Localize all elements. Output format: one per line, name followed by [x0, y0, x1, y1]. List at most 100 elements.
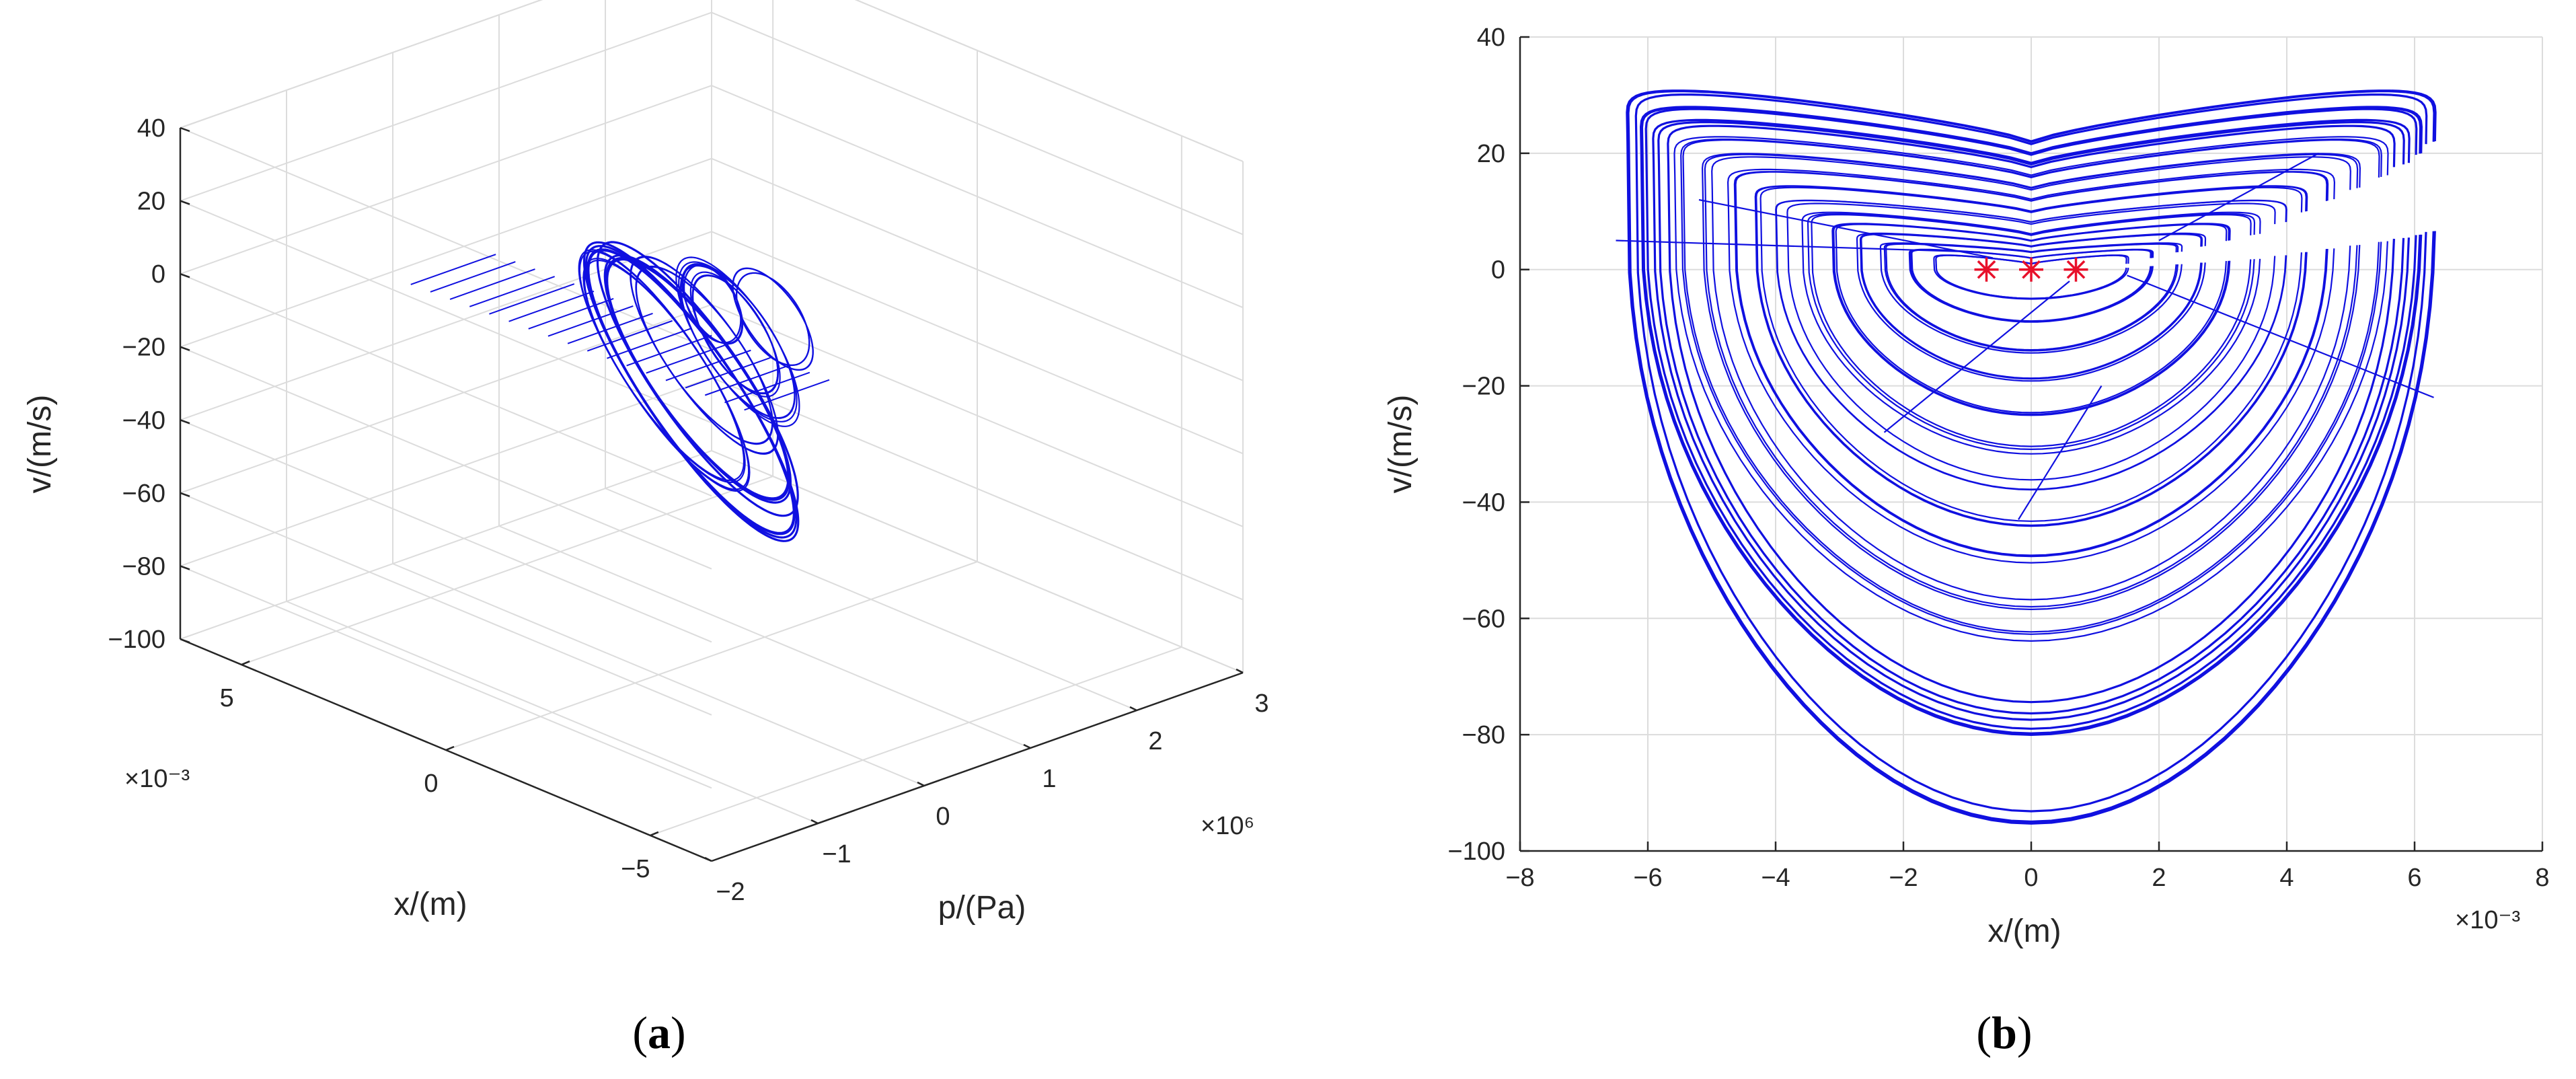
panel-a-grid-p [605, 0, 1137, 711]
panel-a-3d-plot: 40 20 0 −20 −40 −60 −80 −100 5 0 −5 −2 −1 0 1 2 3 v/(m… [22, 0, 1269, 926]
panel-b-xtick-label: 2 [2152, 864, 2166, 892]
panel-a-ztick-label: 0 [151, 260, 165, 289]
panel-b-orbit-loop [1711, 156, 2351, 601]
panel-b-equilibrium-marker [1977, 260, 1996, 279]
panel-a-grid-p [180, 128, 712, 862]
panel-a-transient-segment [528, 298, 614, 330]
panel-a-grid-z-back [180, 377, 712, 567]
panel-a-ztick-mark [180, 272, 190, 278]
panel-b-transient-segment [2158, 152, 2320, 241]
panel-a-orbit-loop [606, 258, 790, 500]
panel-b-xtick-label: 4 [2279, 864, 2294, 892]
panel-a-orbit-loop [683, 264, 742, 344]
panel-a-transient-segment [469, 276, 555, 307]
panel-a-p-axis [711, 671, 1244, 862]
panel-a-transient-segment [607, 327, 693, 359]
panel-b-equilibrium-marker [2022, 260, 2041, 279]
panel-a-ztick-label: −80 [122, 552, 165, 581]
panel-a-ptick-mark [1236, 668, 1244, 674]
panel-a-ztick-label: 40 [137, 114, 165, 143]
panel-b-transient-segment [1883, 281, 2070, 433]
panel-b-transient-segment [1616, 239, 1981, 253]
panel-a-grid-p [392, 52, 925, 786]
panel-a-transient-segment [489, 283, 575, 315]
panel-b-orbit-loop [1831, 223, 2231, 416]
panel-b-xtick-label: 6 [2407, 864, 2421, 892]
panel-a-grid-z-left [180, 273, 712, 497]
panel-b-orbit-loop [1682, 139, 2380, 633]
panel-a-ztick-mark [180, 492, 190, 498]
panel-a-ptick-label: 0 [936, 803, 950, 831]
panel-a-zlabel: v/(m/s) [22, 395, 58, 494]
panel-b-orbit-loop [1727, 168, 2336, 564]
panel-a-z-ticks: 40 20 0 −20 −40 −60 −80 −100 [108, 114, 165, 654]
panel-a-ztick-label: −20 [122, 334, 165, 362]
panel-a-grid-z-left [180, 565, 712, 789]
panel-a-grid [180, 0, 1244, 862]
panel-b-orbit-loop [1644, 108, 2418, 730]
panel-a-orbit-loop [596, 241, 799, 517]
panel-b-orbit-loop [1911, 249, 2152, 322]
panel-a-trajectory [410, 241, 830, 542]
panel-b-ytick-label: 0 [1491, 256, 1505, 285]
panel-a-ztick-mark [180, 126, 190, 133]
panel-a-ztick-mark [180, 346, 190, 351]
panel-b-ytick-label: −100 [1447, 838, 1505, 866]
panel-b-ylabel: v/(m/s) [1383, 395, 1418, 494]
panel-a-transient-segment [744, 379, 830, 411]
panel-a-orbit-loop [675, 256, 800, 427]
panel-b-ytick-label: −80 [1462, 721, 1505, 749]
panel-b-ytick-label: 40 [1477, 24, 1505, 52]
panel-a-ztick-mark [180, 565, 190, 570]
panel-a-ptick-mark [704, 856, 712, 862]
panel-a-grid-z-back [180, 0, 543, 128]
panel-a-y-ticks: −2 −1 0 1 2 3 [716, 690, 1268, 906]
panel-a-x-ticks: 5 0 −5 [220, 684, 650, 883]
panel-b-xtick-label: −2 [1889, 864, 1918, 892]
panel-a-transient-segment [586, 320, 673, 352]
panel-a-ztick-mark [180, 419, 190, 424]
panel-a-box-edge [180, 0, 543, 128]
panel-a-orbit-loop [630, 256, 779, 455]
panel-a-grid-z-back [180, 231, 712, 421]
panel-b-transient-segment [1698, 198, 1994, 259]
panel-a-xtick-mark [445, 745, 455, 751]
panel-a-ztick-label: −60 [122, 480, 165, 508]
panel-a-ptick-label: 2 [1148, 727, 1162, 755]
panel-a-xtick-label: −5 [621, 855, 650, 883]
panel-b-equilibrium-marker [2066, 260, 2086, 279]
panel-a-ztick-label: −40 [122, 406, 165, 435]
panel-a-grid-z-back [180, 11, 712, 202]
panel-a-xtick-mark [650, 831, 659, 837]
panel-b-ytick-label: −60 [1462, 605, 1505, 633]
panel-a-orbit-loop [689, 271, 781, 398]
panel-b-ytick-label: −40 [1462, 488, 1505, 517]
panel-b-orbit-loop [1786, 202, 2276, 481]
panel-a-ztick-mark [180, 200, 190, 205]
caption-a-letter: a [648, 1007, 671, 1058]
panel-b-transient-segment [2127, 274, 2434, 398]
panel-a-grid-z-left [180, 127, 712, 350]
panel-b-orbit-loop [1657, 121, 2405, 715]
panel-a-orbit-loop [732, 267, 814, 371]
panel-a-transient-segment [547, 305, 634, 337]
panel-b-equilibria [1974, 257, 2088, 282]
panel-b-xtick-label: −8 [1505, 864, 1534, 892]
panel-b-xtick-label: −6 [1633, 864, 1662, 892]
panel-b-orbit-loop [1626, 89, 2437, 825]
panel-b-axes [1519, 36, 2544, 852]
panel-b-orbit-loop [1652, 118, 2411, 721]
panel-b-xlabel: x/(m) [1987, 914, 2061, 949]
panel-a-grid-x [650, 135, 1182, 836]
panel-b-orbit-loop [1704, 153, 2359, 608]
panel-b-orbit-loop [1885, 243, 2177, 351]
panel-a-xlabel: x/(m) [393, 887, 467, 922]
panel-a-orbit-loop [578, 249, 751, 492]
panel-b-xtick-label: −4 [1761, 864, 1790, 892]
panel-a-axes [179, 126, 1244, 862]
panel-a-grid-z-left [180, 492, 712, 716]
panel-a-transient-segment [646, 342, 732, 374]
panel-b-transient-segment [2018, 385, 2103, 520]
panel-b-orbit-loop [1801, 211, 2261, 455]
